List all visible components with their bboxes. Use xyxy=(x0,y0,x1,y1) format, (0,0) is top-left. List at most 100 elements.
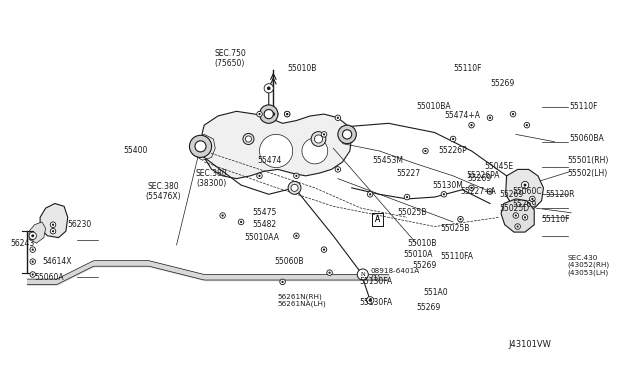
Circle shape xyxy=(328,272,331,274)
Text: 55269: 55269 xyxy=(499,190,524,199)
Text: 54614X: 54614X xyxy=(42,257,72,266)
Circle shape xyxy=(288,182,301,194)
Circle shape xyxy=(515,214,517,217)
Circle shape xyxy=(522,215,528,220)
Text: SEC.430
(43052(RH)
(43053(LH): SEC.430 (43052(RH) (43053(LH) xyxy=(568,255,609,276)
Polygon shape xyxy=(200,111,352,179)
Circle shape xyxy=(259,105,278,123)
Circle shape xyxy=(443,193,445,195)
Circle shape xyxy=(311,132,326,146)
Circle shape xyxy=(524,216,526,218)
Circle shape xyxy=(264,109,273,119)
Circle shape xyxy=(452,138,454,140)
Circle shape xyxy=(189,135,212,157)
Text: 55060B: 55060B xyxy=(275,257,304,266)
Circle shape xyxy=(516,225,519,228)
Text: 55010B: 55010B xyxy=(407,239,436,248)
Circle shape xyxy=(524,184,527,186)
Text: 55269: 55269 xyxy=(416,303,440,312)
Circle shape xyxy=(294,173,299,179)
Circle shape xyxy=(51,228,56,234)
Circle shape xyxy=(259,113,260,115)
Circle shape xyxy=(295,235,298,237)
Circle shape xyxy=(404,194,410,200)
Text: 55227+A: 55227+A xyxy=(461,187,496,196)
Text: A: A xyxy=(375,215,380,224)
Text: 55482: 55482 xyxy=(252,220,276,229)
Circle shape xyxy=(294,233,299,238)
Circle shape xyxy=(531,198,534,200)
Circle shape xyxy=(286,113,288,115)
Bar xyxy=(372,213,383,226)
Circle shape xyxy=(337,168,339,170)
Circle shape xyxy=(267,86,271,90)
Circle shape xyxy=(337,117,339,119)
Circle shape xyxy=(369,193,371,195)
Circle shape xyxy=(264,84,273,93)
Text: 55025B: 55025B xyxy=(398,208,427,217)
Circle shape xyxy=(221,214,224,217)
Text: 55045E: 55045E xyxy=(484,162,513,171)
Text: 55110F: 55110F xyxy=(541,215,570,224)
Circle shape xyxy=(52,224,54,226)
Circle shape xyxy=(240,221,242,223)
Text: 55110F: 55110F xyxy=(453,64,482,73)
Circle shape xyxy=(302,138,328,164)
Circle shape xyxy=(451,136,456,142)
Circle shape xyxy=(284,111,290,117)
Circle shape xyxy=(238,219,244,225)
Text: 56243: 56243 xyxy=(11,239,35,248)
Circle shape xyxy=(342,130,352,139)
Circle shape xyxy=(257,173,262,179)
Text: 55130M: 55130M xyxy=(433,180,464,190)
Circle shape xyxy=(284,111,290,117)
Circle shape xyxy=(470,187,473,189)
Circle shape xyxy=(286,113,288,115)
Circle shape xyxy=(321,132,327,137)
Text: 55226PA: 55226PA xyxy=(466,171,499,180)
Circle shape xyxy=(357,269,368,280)
Circle shape xyxy=(259,134,292,167)
Text: 55025B: 55025B xyxy=(440,224,470,233)
Text: 55227: 55227 xyxy=(396,169,420,177)
Circle shape xyxy=(31,273,34,276)
Circle shape xyxy=(323,133,325,135)
Circle shape xyxy=(335,167,340,172)
Circle shape xyxy=(367,192,373,197)
Circle shape xyxy=(280,279,285,285)
Circle shape xyxy=(510,111,516,117)
Text: 55060BA: 55060BA xyxy=(569,135,604,144)
Circle shape xyxy=(470,124,473,126)
Text: 55130FA: 55130FA xyxy=(359,298,392,307)
Circle shape xyxy=(468,122,474,128)
Text: A: A xyxy=(375,215,380,224)
Text: 55120R: 55120R xyxy=(545,190,575,199)
Circle shape xyxy=(30,272,35,277)
Circle shape xyxy=(512,113,514,115)
Text: J43101VW: J43101VW xyxy=(508,340,551,349)
Text: 55269: 55269 xyxy=(413,261,436,270)
Circle shape xyxy=(314,135,323,143)
Circle shape xyxy=(29,232,36,240)
Text: 551A0: 551A0 xyxy=(424,288,448,298)
Text: 55474+A: 55474+A xyxy=(444,112,480,121)
Circle shape xyxy=(293,186,296,189)
Circle shape xyxy=(291,184,298,191)
Text: 55269: 55269 xyxy=(490,79,514,88)
Circle shape xyxy=(259,175,260,177)
Circle shape xyxy=(487,189,493,194)
Circle shape xyxy=(441,192,447,197)
Text: 55475: 55475 xyxy=(252,208,276,217)
Circle shape xyxy=(269,109,278,119)
Text: 55010A: 55010A xyxy=(403,250,433,259)
Circle shape xyxy=(367,296,374,304)
Circle shape xyxy=(31,248,34,251)
Circle shape xyxy=(271,112,275,116)
Circle shape xyxy=(327,270,332,275)
Circle shape xyxy=(52,230,54,232)
Circle shape xyxy=(458,217,463,222)
Text: SEC.750
(75650): SEC.750 (75650) xyxy=(214,49,246,68)
Text: 55110F: 55110F xyxy=(569,102,598,111)
Text: 56230: 56230 xyxy=(68,220,92,229)
Text: 55010AA: 55010AA xyxy=(244,233,280,242)
